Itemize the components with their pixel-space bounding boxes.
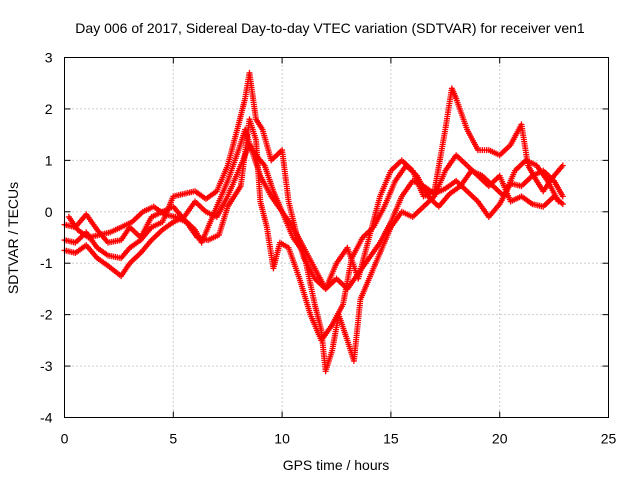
x-tick-label: 10 <box>274 431 290 447</box>
y-tick-label: -3 <box>40 358 53 374</box>
x-tick-label: 5 <box>169 431 177 447</box>
x-tick-label: 25 <box>601 431 617 447</box>
series-4 <box>65 116 562 344</box>
y-axis-label: SDTVAR / TECUs <box>5 182 21 294</box>
data-point <box>559 162 566 169</box>
x-tick-label: 20 <box>492 431 508 447</box>
y-tick-label: -4 <box>40 410 53 426</box>
y-tick-label: -1 <box>40 255 53 271</box>
y-tick-label: 1 <box>45 152 53 168</box>
series-2 <box>61 141 566 375</box>
chart-title: Day 006 of 2017, Sidereal Day-to-day VTE… <box>75 20 585 36</box>
x-tick-label: 0 <box>61 431 69 447</box>
marks-layer <box>61 69 566 375</box>
x-tick-label: 15 <box>383 431 399 447</box>
data-point <box>559 201 566 208</box>
plot-frame <box>64 57 609 418</box>
y-tick-label: 2 <box>45 101 53 117</box>
x-axis-label: GPS time / hours <box>283 457 390 473</box>
ticks-layer: 0 5 10 15 20 25 -4 -3 -2 -1 0 1 2 3 <box>40 50 616 447</box>
series-3 <box>61 69 566 292</box>
data-point <box>555 198 562 205</box>
data-point <box>559 193 566 200</box>
y-tick-label: 3 <box>45 50 53 66</box>
y-tick-label: -2 <box>40 307 53 323</box>
y-tick-label: 0 <box>45 204 53 220</box>
